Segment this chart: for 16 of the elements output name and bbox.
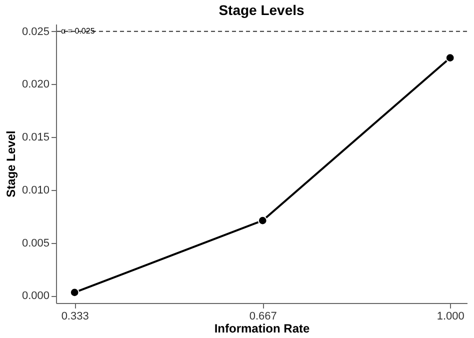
y-tick-label: 0.025 xyxy=(22,26,50,38)
x-tick-label: 1.000 xyxy=(436,310,464,322)
x-tick-label: 0.333 xyxy=(61,310,89,322)
y-tick-label: 0.020 xyxy=(22,78,50,91)
x-axis-title: Information Rate xyxy=(214,322,310,336)
y-tick-label: 0.000 xyxy=(22,290,50,302)
ref-line-label: α = 0.025 xyxy=(61,26,96,36)
y-axis-title: Stage Level xyxy=(4,130,18,198)
point xyxy=(70,288,80,298)
point xyxy=(258,216,268,226)
y-tick-label: 0.015 xyxy=(22,132,50,144)
x-tick-label: 0.667 xyxy=(249,310,277,322)
y-tick-label: 0.010 xyxy=(22,184,50,196)
chart-title: Stage Levels xyxy=(218,2,305,18)
y-tick-label: 0.005 xyxy=(22,237,50,250)
point xyxy=(445,53,455,62)
